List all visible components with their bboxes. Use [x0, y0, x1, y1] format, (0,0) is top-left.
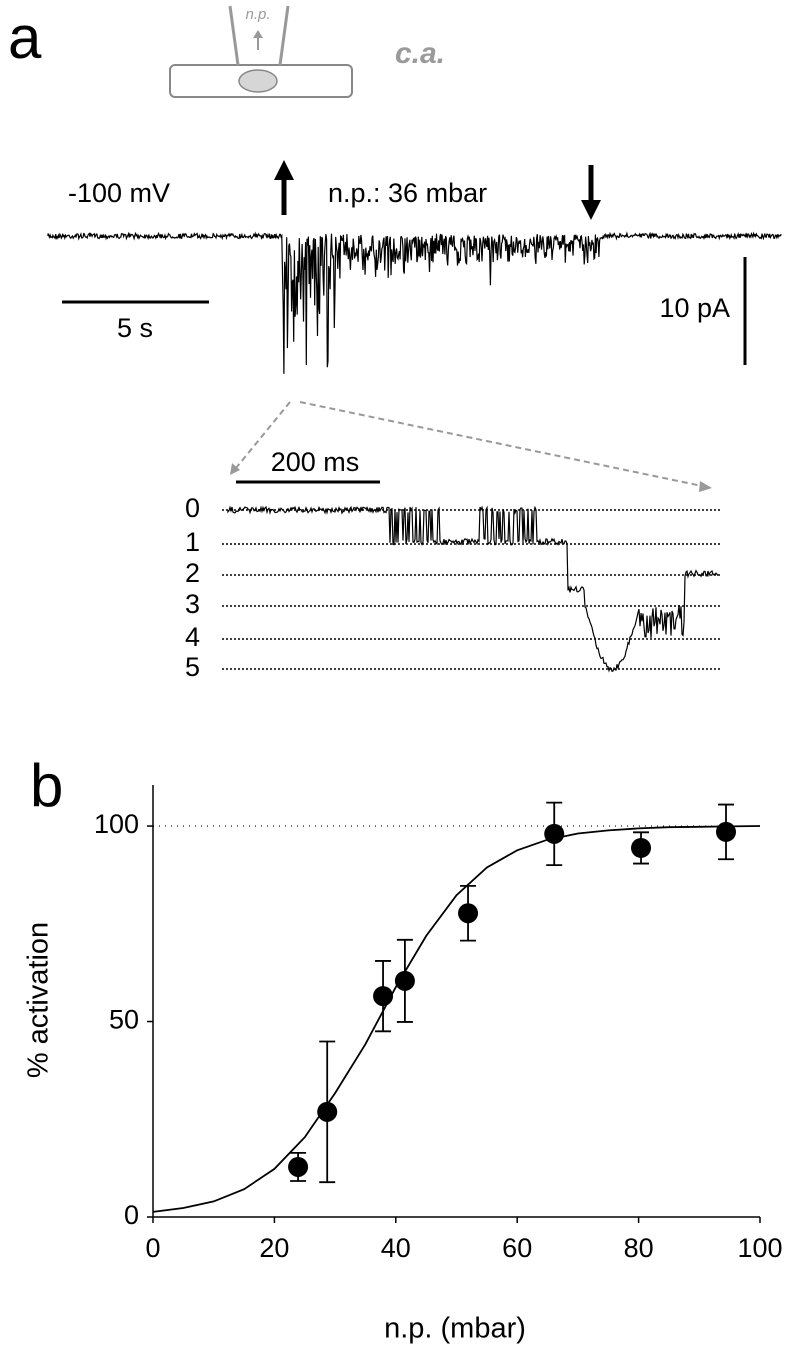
inset-scale-label: 200 ms — [271, 447, 360, 477]
data-point — [317, 1101, 338, 1122]
data-point — [288, 1156, 309, 1177]
x-tick-label: 40 — [381, 1233, 411, 1263]
y-tick-label: 0 — [124, 1200, 139, 1230]
data-point — [458, 903, 479, 924]
fit-curve — [152, 825, 761, 1213]
level-label: 2 — [185, 558, 200, 588]
level-label: 0 — [185, 493, 200, 523]
pipette-label: n.p. — [245, 6, 270, 23]
level-label: 5 — [185, 652, 200, 682]
schematic — [169, 5, 353, 98]
data-point — [394, 970, 415, 991]
level-label: 4 — [185, 622, 200, 652]
current-scale-label: 10 pA — [659, 293, 730, 323]
holding-label: -100 mV — [68, 178, 170, 208]
inset-trace — [227, 505, 719, 673]
level-label: 3 — [185, 589, 200, 619]
x-tick-label: 80 — [624, 1233, 654, 1263]
y-tick-label: 100 — [94, 809, 139, 839]
y-tick-label: 50 — [109, 1005, 139, 1035]
data-point — [631, 837, 652, 858]
level-label: 1 — [185, 527, 200, 557]
x-tick-label: 20 — [259, 1233, 289, 1263]
pressure-label: n.p.: 36 mbar — [328, 178, 487, 208]
data-point — [716, 821, 737, 842]
stimulus-arrows — [274, 160, 601, 220]
x-axis-label: n.p. (mbar) — [384, 1313, 526, 1345]
x-tick-label: 60 — [502, 1233, 532, 1263]
zoom-arrows — [235, 401, 703, 487]
time-scale-label: 5 s — [117, 313, 153, 343]
current-trace — [47, 231, 782, 374]
panel-label: b — [30, 752, 63, 819]
x-tick-label: 100 — [737, 1233, 782, 1263]
data-point — [544, 823, 565, 844]
y-axis-label: % activation — [23, 922, 55, 1078]
config-label: c.a. — [395, 37, 445, 70]
x-tick-label: 0 — [145, 1233, 160, 1263]
data-point — [373, 986, 394, 1007]
panel-label: a — [8, 4, 42, 71]
